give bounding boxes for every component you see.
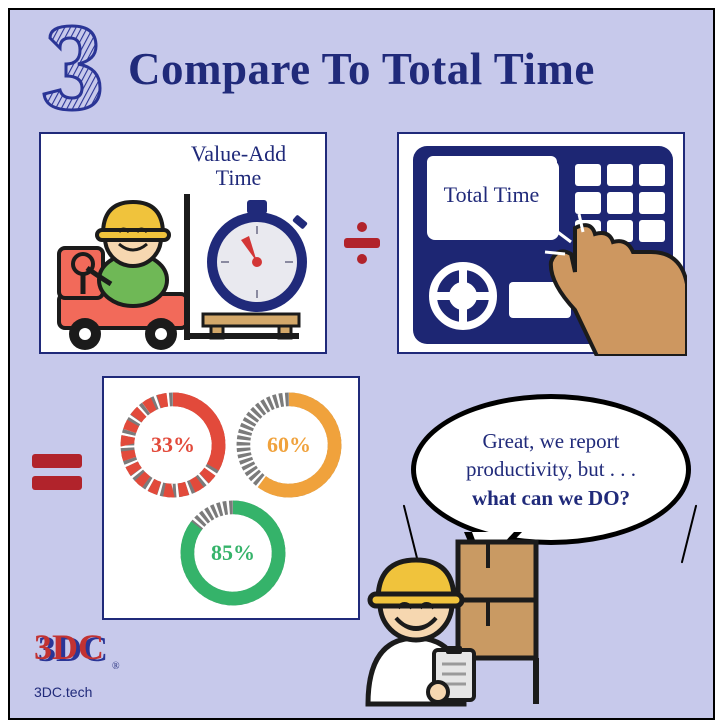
gauge-85-label: 85% bbox=[176, 496, 290, 610]
gauges-tile: 33% 60% 85% bbox=[102, 376, 360, 620]
equals-operator-icon bbox=[32, 376, 88, 498]
formula-row: Value-Add Time bbox=[10, 122, 713, 354]
value-add-time-tile: Value-Add Time bbox=[39, 132, 327, 354]
step-number-icon bbox=[32, 24, 110, 114]
header: Compare To Total Time bbox=[10, 10, 713, 122]
gauge-85: 85% bbox=[176, 496, 290, 610]
logo-3dc-icon: 3DC 3DC ® bbox=[34, 625, 130, 677]
gauge-60: 60% bbox=[232, 388, 346, 502]
registered-mark: ® bbox=[112, 661, 120, 672]
gauge-33-label: 33% bbox=[116, 388, 230, 502]
value-add-label: Value-Add Time bbox=[169, 142, 309, 190]
infographic-frame: Compare To Total Time Value-Add Time bbox=[8, 8, 715, 720]
worker-with-boxes-icon bbox=[338, 508, 548, 708]
bubble-line1: Great, we report bbox=[436, 427, 666, 455]
gauge-60-label: 60% bbox=[232, 388, 346, 502]
bubble-line2: productivity, but . . . bbox=[436, 455, 666, 483]
page-title: Compare To Total Time bbox=[128, 43, 595, 95]
total-time-label: Total Time bbox=[427, 156, 557, 234]
total-time-tile: Total Time bbox=[397, 132, 685, 354]
logo-subtext: 3DC.tech bbox=[34, 684, 130, 700]
svg-text:3DC: 3DC bbox=[34, 627, 104, 667]
logo: 3DC 3DC ® 3DC.tech bbox=[34, 625, 130, 700]
gauge-33: 33% bbox=[116, 388, 230, 502]
divide-operator-icon bbox=[339, 222, 385, 264]
